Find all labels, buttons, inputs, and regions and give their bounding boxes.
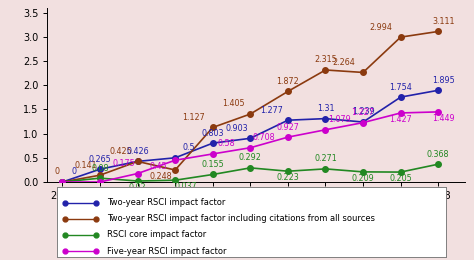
Text: 2.264: 2.264 xyxy=(332,58,355,67)
Text: 1.079: 1.079 xyxy=(328,115,351,124)
Text: 0.803: 0.803 xyxy=(201,129,224,138)
Text: 0.903: 0.903 xyxy=(225,124,248,133)
Text: 0: 0 xyxy=(55,167,59,177)
Text: 0.58: 0.58 xyxy=(218,139,236,148)
Text: 1.405: 1.405 xyxy=(222,100,245,108)
Text: 1.127: 1.127 xyxy=(182,113,205,122)
Text: 3.111: 3.111 xyxy=(432,17,455,26)
Text: 0.08: 0.08 xyxy=(91,164,109,173)
Text: 0.368: 0.368 xyxy=(427,150,449,159)
Text: 0.927: 0.927 xyxy=(276,122,300,132)
Text: 0.5: 0.5 xyxy=(183,143,195,152)
Text: 0.037: 0.037 xyxy=(175,182,198,191)
Text: RSCI core impact factor: RSCI core impact factor xyxy=(108,230,207,239)
Text: 1.239: 1.239 xyxy=(352,107,374,116)
Text: Two-year RSCI impact factor including citations from all sources: Two-year RSCI impact factor including ci… xyxy=(108,214,375,223)
Text: 0.265: 0.265 xyxy=(89,155,111,164)
Text: 0.141: 0.141 xyxy=(75,161,97,170)
Text: 2.994: 2.994 xyxy=(370,23,392,31)
Text: Two-year RSCI impact factor: Two-year RSCI impact factor xyxy=(108,198,226,207)
Text: 0.708: 0.708 xyxy=(253,133,275,142)
Text: 1.427: 1.427 xyxy=(389,115,412,124)
Text: 0.02: 0.02 xyxy=(129,183,146,192)
Text: 0.209: 0.209 xyxy=(352,174,374,183)
Text: 0.45: 0.45 xyxy=(150,162,167,171)
Text: 1.31: 1.31 xyxy=(317,104,334,113)
Text: 1.754: 1.754 xyxy=(389,83,412,92)
Text: 0.426: 0.426 xyxy=(126,147,149,156)
Text: 0.223: 0.223 xyxy=(276,173,299,182)
Text: 1.895: 1.895 xyxy=(432,76,455,85)
Text: 0.271: 0.271 xyxy=(314,154,337,163)
Text: 1.277: 1.277 xyxy=(260,106,283,115)
Text: 0.175: 0.175 xyxy=(112,159,135,168)
Text: Five-year RSCI impact factor: Five-year RSCI impact factor xyxy=(108,246,227,256)
Text: 0.248: 0.248 xyxy=(150,172,173,181)
Text: 0.205: 0.205 xyxy=(389,174,412,183)
Text: 1.449: 1.449 xyxy=(432,114,455,123)
Text: 0.425: 0.425 xyxy=(109,147,132,156)
Text: 0: 0 xyxy=(71,167,76,177)
Text: 0.292: 0.292 xyxy=(239,153,262,162)
Text: 0.155: 0.155 xyxy=(201,160,224,169)
Text: 1.227: 1.227 xyxy=(352,108,374,117)
Text: 1.872: 1.872 xyxy=(276,77,299,86)
Text: 2.315: 2.315 xyxy=(314,55,337,64)
